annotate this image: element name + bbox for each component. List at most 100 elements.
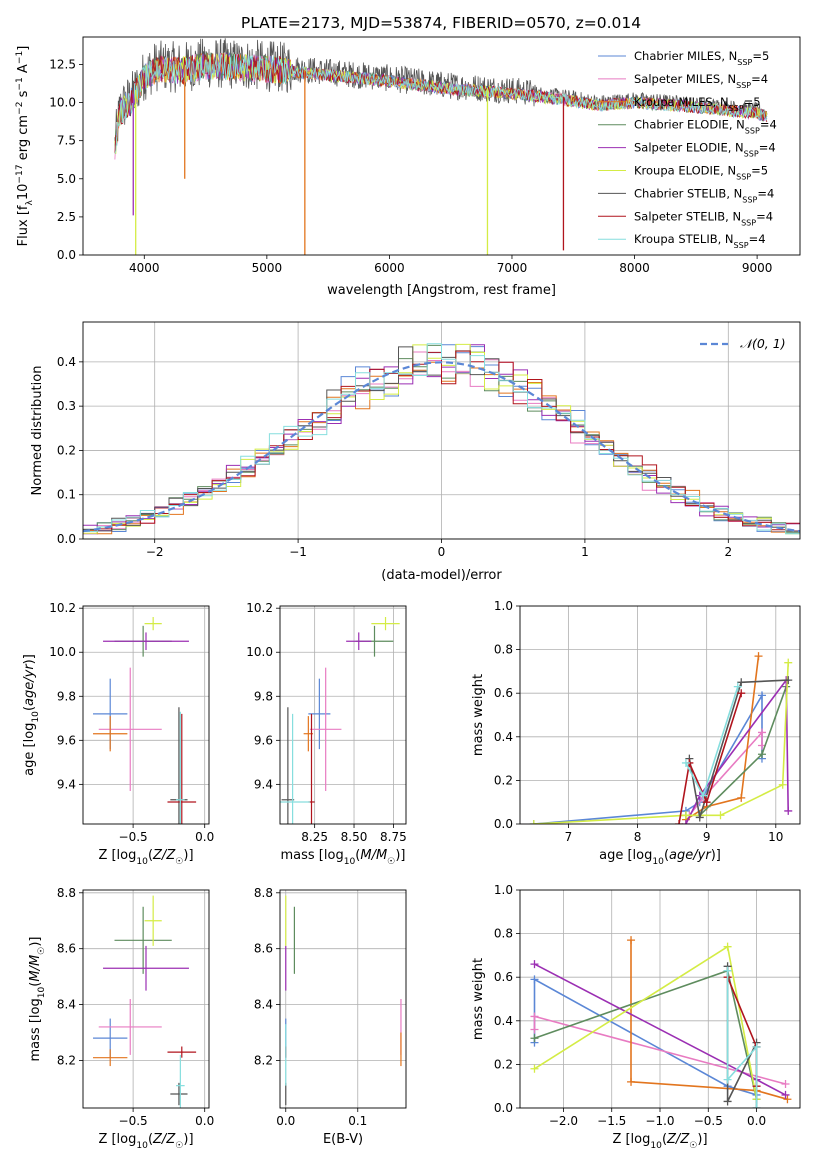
x-axis-label: mass [log10(M/M☉)] xyxy=(281,848,406,867)
spectrum-line-kroupa-stelib xyxy=(114,54,768,154)
y-tick-label: 0.8 xyxy=(494,927,513,941)
y-tick-label: 7.5 xyxy=(57,134,76,148)
weight-marker xyxy=(627,1077,636,1086)
x-axis-label: Z [log10(Z/Z☉)] xyxy=(98,848,193,867)
y-tick-label: 9.4 xyxy=(57,777,76,791)
axes-frame xyxy=(82,321,801,540)
y-tick-label: 9.4 xyxy=(254,777,273,791)
weight-marker xyxy=(754,652,763,661)
x-tick-label: 5000 xyxy=(252,261,283,275)
weight-marker xyxy=(681,811,690,820)
x-tick-label: −1.5 xyxy=(597,1114,626,1128)
plot-area-mass_weight_vs_age xyxy=(520,606,800,824)
axes-frame xyxy=(519,889,801,1109)
y-tick-label: 0.2 xyxy=(57,443,76,457)
y-tick-label: 8.6 xyxy=(57,942,76,956)
weight-marker xyxy=(675,820,684,824)
weight-line xyxy=(726,970,758,1108)
x-tick-label: 9 xyxy=(703,830,711,844)
y-tick-label: 0.1 xyxy=(57,488,76,502)
panel-mass_weight_vs_age: 7 8 9 10 0.0 0.2 0.4 0.6 0.8 1.0 age [log10(age/yr… xyxy=(471,599,801,867)
axes-frame xyxy=(279,889,407,1109)
legend-label: Chabrier ELODIE, NSSP=4 xyxy=(634,118,777,136)
y-tick-label: 0.4 xyxy=(494,730,513,744)
weight-marker xyxy=(723,942,732,951)
weight-marker xyxy=(784,658,793,667)
plot-area-age_vs_Z xyxy=(83,606,209,824)
x-tick-label: 7000 xyxy=(497,261,528,275)
x-tick-label: 8.25 xyxy=(301,830,328,844)
y-tick-label: 8.2 xyxy=(57,1053,76,1067)
plot-area-residuals xyxy=(83,322,800,539)
weight-marker xyxy=(781,1080,790,1089)
panel-age_vs_mass: 8.25 8.50 8.75 9.4 9.6 9.8 10.0 10.2 mass [log10… xyxy=(246,601,407,867)
y-tick-label: 8.4 xyxy=(57,998,76,1012)
axes-frame xyxy=(82,605,210,825)
legend-label: Kroupa STELIB, NSSP=4 xyxy=(634,232,766,250)
x-tick-label: 2 xyxy=(724,545,732,559)
x-axis-label: (data-model)/error xyxy=(381,568,502,583)
weight-marker xyxy=(681,820,690,824)
errorbar-point xyxy=(103,632,189,651)
x-tick-label: 4000 xyxy=(129,261,160,275)
errorbar-point xyxy=(170,1082,188,1106)
x-tick-label: 7 xyxy=(565,830,573,844)
weight-line xyxy=(630,940,788,1101)
weight-marker xyxy=(530,960,539,969)
errorbar-point xyxy=(167,713,197,824)
errorbar-point xyxy=(98,667,162,791)
figure-title: PLATE=2173, MJD=53874, FIBERID=0570, z=0… xyxy=(241,14,641,32)
weight-marker xyxy=(530,1025,539,1034)
x-tick-label: −1.0 xyxy=(645,1114,674,1128)
x-tick-label: 0.0 xyxy=(195,1114,214,1128)
weight-marker xyxy=(757,750,766,759)
x-tick-label: 6000 xyxy=(374,261,405,275)
x-tick-label: 8.75 xyxy=(380,830,407,844)
errorbar-point xyxy=(144,895,162,946)
y-tick-label: 8.2 xyxy=(254,1053,273,1067)
errorbar-point xyxy=(144,617,162,631)
weight-line xyxy=(533,978,757,1096)
y-tick-label: 0.4 xyxy=(57,355,76,369)
weight-marker xyxy=(530,1012,539,1021)
legend-label: Salpeter ELODIE, NSSP=4 xyxy=(634,141,776,159)
y-tick-label: 0.4 xyxy=(494,1014,513,1028)
errorbar-point xyxy=(176,711,185,824)
panel-spectrum: 4000 5000 6000 7000 8000 9000 0.0 2.5 5.0 7.5 10.0… xyxy=(15,36,801,298)
plot-area-age_vs_mass xyxy=(280,606,406,824)
weight-marker xyxy=(737,689,746,698)
x-axis-label: Z [log10(Z/Z☉)] xyxy=(98,1132,193,1151)
weight-marker xyxy=(723,1097,732,1106)
weight-line xyxy=(534,969,758,1100)
x-tick-label: 10 xyxy=(768,830,783,844)
y-tick-label: 0.3 xyxy=(57,399,76,413)
weight-marker xyxy=(716,811,725,820)
axes-frame xyxy=(279,605,407,825)
weight-marker xyxy=(699,791,708,800)
y-tick-label: 9.8 xyxy=(57,689,76,703)
weight-marker xyxy=(702,798,711,807)
y-axis-label: Flux [fλ10−17 erg cm−2 s−1 A−1] xyxy=(15,46,35,247)
y-tick-label: 0.0 xyxy=(57,532,76,546)
weight-marker xyxy=(781,1090,790,1099)
y-tick-label: 9.6 xyxy=(57,733,76,747)
x-tick-label: 0.0 xyxy=(747,1114,766,1128)
x-axis-label: E(B-V) xyxy=(323,1132,363,1147)
weight-marker xyxy=(723,1075,732,1084)
y-tick-label: 10.2 xyxy=(246,601,273,615)
errorbar-point xyxy=(346,632,372,651)
y-tick-label: 9.8 xyxy=(254,689,273,703)
x-axis-label: wavelength [Angstrom, rest frame] xyxy=(327,283,556,298)
y-tick-label: 0.8 xyxy=(494,643,513,657)
legend-label: Salpeter MILES, NSSP=4 xyxy=(634,72,768,90)
errorbar-point xyxy=(176,1054,185,1108)
weight-marker xyxy=(784,676,793,685)
y-tick-label: 1.0 xyxy=(494,883,513,897)
x-tick-label: 0 xyxy=(438,545,446,559)
errorbar-point xyxy=(167,1046,197,1058)
weight-marker xyxy=(752,1104,761,1108)
errorbar-point xyxy=(93,1049,128,1067)
panel-mass_vs_ebv: 0.0 0.1 8.2 8.4 8.6 8.8 E(B-V) xyxy=(254,886,407,1147)
weight-line xyxy=(678,692,742,824)
y-tick-label: 8.8 xyxy=(254,886,273,900)
